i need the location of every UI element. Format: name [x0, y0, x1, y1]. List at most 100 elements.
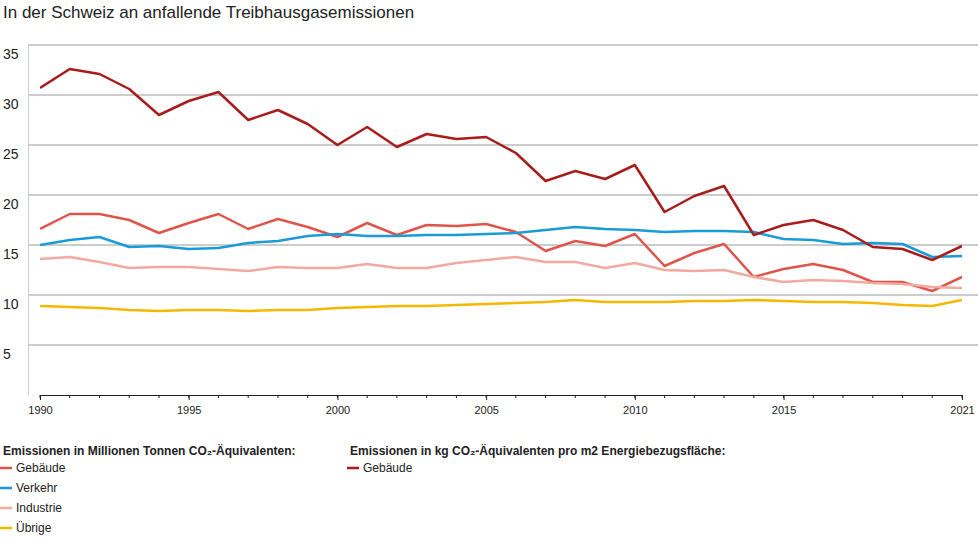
x-minor-tick	[605, 395, 606, 398]
grid-line	[28, 345, 978, 346]
x-minor-tick	[248, 395, 249, 398]
x-minor-tick	[515, 395, 516, 398]
x-minor-tick	[69, 395, 70, 398]
series-line	[40, 69, 962, 260]
x-minor-tick	[932, 395, 933, 398]
x-tick-mark	[337, 395, 338, 400]
x-minor-tick	[40, 395, 41, 398]
x-tick-label: 2021	[950, 404, 974, 416]
x-minor-tick	[634, 395, 635, 398]
x-minor-tick	[664, 395, 665, 398]
x-tick-mark	[486, 395, 487, 400]
title: In der Schweiz an anfallende Treibhausga…	[3, 3, 414, 22]
x-minor-tick	[367, 395, 368, 398]
x-tick: 2021	[950, 395, 974, 416]
x-tick-label: 2015	[772, 404, 796, 416]
legend-heading: Emissionen in Millionen Tonnen CO₂-Äquiv…	[3, 443, 295, 458]
y-axis: 5 10 15 20 25 30 35	[3, 46, 29, 396]
y-tick: 5	[3, 346, 28, 362]
x-tick: 2005	[474, 395, 498, 416]
legend-swatch	[0, 467, 12, 470]
legend: Emissionen in Millionen Tonnen CO₂-Äquiv…	[0, 443, 725, 535]
legend-swatch	[0, 487, 12, 490]
x-tick: 2010	[623, 395, 647, 416]
y-axis-line	[28, 46, 29, 396]
x-minor-tick	[724, 395, 725, 398]
x-tick-label: 2005	[474, 404, 498, 416]
x-minor-tick	[277, 395, 278, 398]
x-minor-tick	[902, 395, 903, 398]
legend-heading: Emissionen in kg CO₂-Äquivalenten pro m2…	[350, 443, 725, 458]
x-axis-line	[41, 395, 963, 396]
x-minor-tick	[575, 395, 576, 398]
x-minor-tick	[694, 395, 695, 398]
y-tick-label: 5	[3, 346, 11, 362]
series-line	[40, 227, 962, 257]
x-minor-tick	[158, 395, 159, 398]
legend-label: Industrie	[16, 501, 62, 515]
grid	[28, 45, 978, 345]
y-tick-label: 15	[3, 246, 19, 262]
y-tick: 35	[3, 46, 28, 62]
legend-swatch	[347, 467, 359, 470]
x-tick: 1990	[28, 395, 52, 416]
x-tick-label: 2000	[326, 404, 350, 416]
x-minor-tick	[545, 395, 546, 398]
x-tick-mark	[40, 395, 41, 400]
x-tick-mark	[189, 395, 190, 400]
lines	[40, 69, 962, 311]
x-minor-tick	[188, 395, 189, 398]
grid-line	[28, 195, 978, 196]
series-line	[40, 300, 962, 311]
y-tick: 10	[3, 296, 28, 312]
x-minor-tick	[962, 395, 963, 398]
grid-line	[28, 45, 978, 46]
grid-line	[28, 95, 978, 96]
x-minor-tick	[218, 395, 219, 398]
y-tick-label: 25	[3, 146, 19, 162]
y-tick-label: 10	[3, 296, 19, 312]
x-tick-mark	[962, 395, 963, 400]
x-minor-tick	[783, 395, 784, 398]
y-tick: 20	[3, 196, 28, 212]
chart: In der Schweiz an anfallende Treibhausga…	[0, 0, 978, 539]
x-minor-ticks	[40, 395, 962, 398]
series-line	[40, 214, 962, 291]
x-tick-label: 2010	[623, 404, 647, 416]
legend-item: Gebäude	[347, 461, 413, 475]
legend-item: Industrie	[0, 501, 62, 515]
legend-label: Gebäude	[16, 461, 66, 475]
x-minor-tick	[813, 395, 814, 398]
grid-line	[28, 245, 978, 246]
x-tick: 2000	[326, 395, 350, 416]
y-tick: 30	[3, 96, 28, 112]
x-minor-tick	[872, 395, 873, 398]
y-tick-label: 35	[3, 46, 19, 62]
legend-swatch	[0, 527, 12, 530]
x-minor-tick	[753, 395, 754, 398]
x-minor-tick	[843, 395, 844, 398]
series-line	[40, 257, 962, 288]
x-axis: 1990 1995 2000 2005 2010 2015 2021	[28, 395, 974, 416]
x-minor-tick	[456, 395, 457, 398]
x-minor-tick	[486, 395, 487, 398]
x-minor-tick	[426, 395, 427, 398]
y-tick: 15	[3, 246, 28, 262]
x-minor-tick	[307, 395, 308, 398]
x-tick: 1995	[177, 395, 201, 416]
legend-item: Übrige	[0, 521, 52, 535]
y-tick-label: 30	[3, 96, 19, 112]
legend-label: Übrige	[16, 521, 52, 535]
x-minor-tick	[337, 395, 338, 398]
x-minor-tick	[396, 395, 397, 398]
y-tick: 25	[3, 146, 28, 162]
legend-label: Gebäude	[363, 461, 413, 475]
x-tick-mark	[635, 395, 636, 400]
legend-label: Verkehr	[16, 481, 57, 495]
x-minor-tick	[99, 395, 100, 398]
x-tick: 2015	[772, 395, 796, 416]
grid-line	[28, 295, 978, 296]
x-tick-label: 1995	[177, 404, 201, 416]
y-tick-label: 20	[3, 196, 19, 212]
x-tick-label: 1990	[28, 404, 52, 416]
